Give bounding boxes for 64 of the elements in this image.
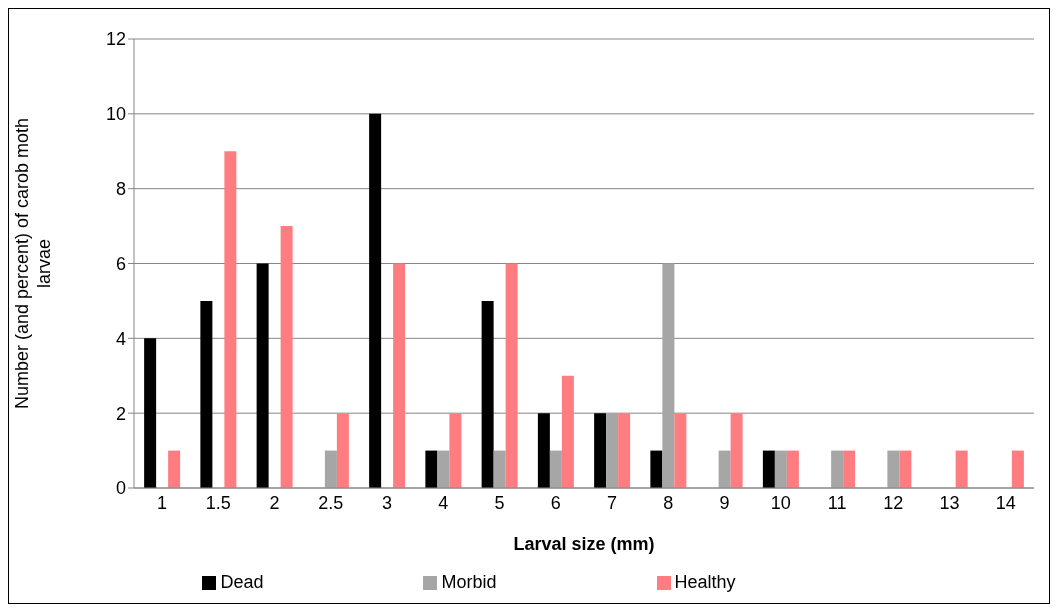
bar — [224, 151, 237, 488]
bar — [549, 450, 562, 488]
bar — [561, 375, 574, 488]
y-tick-label: 4 — [115, 328, 126, 349]
bar — [662, 263, 675, 488]
x-tick-label: 2.5 — [318, 492, 344, 513]
bar — [774, 450, 787, 488]
bar — [280, 226, 293, 488]
bar — [336, 413, 349, 488]
bar — [1011, 450, 1024, 488]
x-tick-label: 3 — [382, 492, 393, 513]
bar — [369, 113, 382, 488]
legend-label: Morbid — [441, 572, 497, 592]
bar — [730, 413, 743, 488]
x-tick-label: 1 — [157, 492, 168, 513]
x-tick-label: 8 — [663, 492, 674, 513]
bar — [718, 450, 731, 488]
bar — [955, 450, 968, 488]
x-tick-label: 6 — [550, 492, 561, 513]
y-tick-label: 10 — [105, 104, 126, 125]
bar — [505, 263, 518, 488]
x-tick-label: 12 — [883, 492, 904, 513]
bar — [449, 413, 462, 488]
bar — [437, 450, 450, 488]
bar — [786, 450, 799, 488]
x-tick-label: 10 — [770, 492, 791, 513]
bar — [393, 263, 406, 488]
y-tick-label: 8 — [115, 179, 126, 200]
y-tick-label: 0 — [115, 478, 126, 499]
bar — [537, 413, 550, 488]
bar — [168, 450, 181, 488]
bar — [594, 413, 607, 488]
bar — [493, 450, 506, 488]
y-tick-label: 6 — [115, 253, 126, 274]
bar — [762, 450, 775, 488]
y-tick-label: 12 — [105, 29, 126, 50]
bar — [481, 300, 494, 488]
x-tick-label: 9 — [719, 492, 730, 513]
bar — [256, 263, 269, 488]
bar — [674, 413, 687, 488]
bar — [899, 450, 912, 488]
bar — [887, 450, 900, 488]
bar — [324, 450, 337, 488]
bar — [606, 413, 619, 488]
x-tick-label: 13 — [939, 492, 960, 513]
y-tick-label: 2 — [115, 403, 126, 424]
bar — [650, 450, 663, 488]
x-tick-label: 1.5 — [205, 492, 231, 513]
bar — [618, 413, 631, 488]
x-tick-label: 14 — [995, 492, 1016, 513]
x-tick-label: 5 — [494, 492, 505, 513]
y-axis-title: Number (and percent) of carob moth larvae — [12, 117, 54, 410]
x-tick-label: 11 — [827, 492, 847, 513]
x-tick-label: 7 — [607, 492, 618, 513]
legend-label: Healthy — [674, 572, 736, 592]
bar — [200, 300, 213, 488]
bar — [831, 450, 844, 488]
x-tick-label: 4 — [438, 492, 449, 513]
bar — [843, 450, 856, 488]
x-axis-title: Larval size (mm) — [513, 534, 655, 554]
legend-label: Dead — [220, 572, 264, 592]
bar — [144, 338, 157, 488]
bar — [425, 450, 438, 488]
x-tick-label: 2 — [269, 492, 280, 513]
